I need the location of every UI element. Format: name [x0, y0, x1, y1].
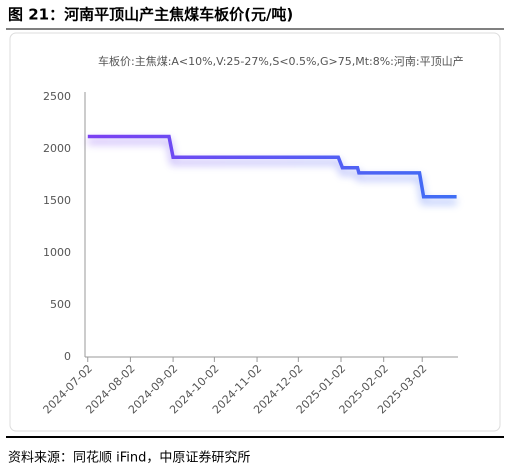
- y-tick-label: 500: [50, 298, 71, 311]
- chart-title: 图 21：河南平顶山产主焦煤车板价(元/吨): [8, 6, 293, 24]
- y-tick-label: 1000: [43, 246, 71, 259]
- y-tick-label: 0: [64, 350, 71, 363]
- chart-frame: [9, 32, 501, 432]
- y-tick-label: 2500: [43, 90, 71, 103]
- line: [87, 134, 457, 199]
- y-tick-label: 1500: [43, 194, 71, 207]
- y-tick-label: 2000: [43, 142, 71, 155]
- source: 资料来源：同花顺 iFind，中原证券研究所: [8, 450, 250, 466]
- legend-label: 车板价:主焦煤:A<10%,V:25-27%,S<0.5%,G>75,Mt:8%…: [98, 54, 464, 68]
